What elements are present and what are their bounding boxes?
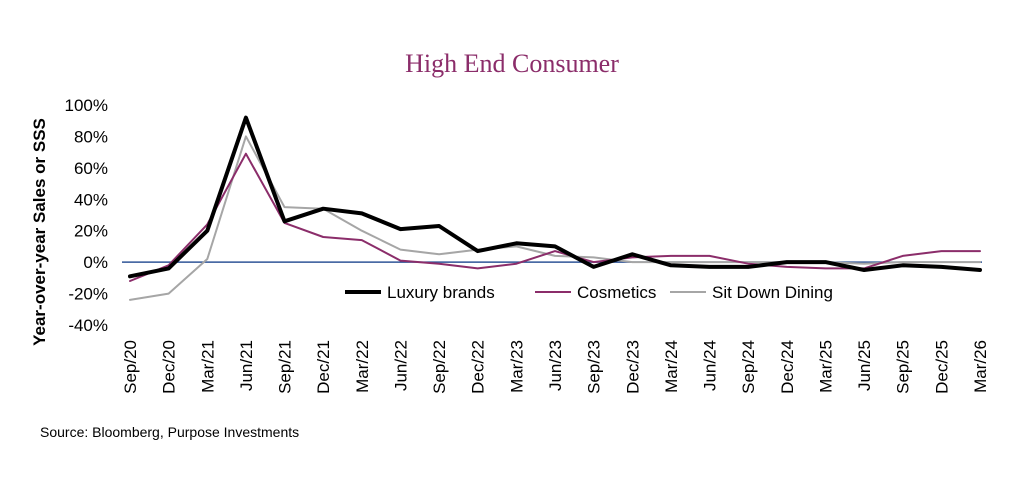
x-tick-label: Mar/21 (198, 340, 217, 393)
x-tick-label: Mar/22 (353, 340, 372, 393)
x-tick-label: Mar/24 (662, 340, 681, 393)
y-tick-label: 60% (74, 159, 108, 178)
legend-label: Luxury brands (387, 283, 495, 302)
y-tick-label: 0% (83, 253, 108, 272)
y-tick-label: 40% (74, 190, 108, 209)
x-tick-label: Dec/20 (160, 340, 179, 394)
x-tick-label: Jun/24 (701, 340, 720, 391)
x-tick-label: Sep/25 (894, 340, 913, 394)
x-tick-label: Sep/23 (585, 340, 604, 394)
y-tick-label: 20% (74, 222, 108, 241)
x-tick-label: Sep/21 (276, 340, 295, 394)
series-line-cosmetics (129, 152, 981, 282)
series-line-luxury-brands (128, 115, 982, 279)
y-tick-label: -20% (68, 285, 108, 304)
x-tick-label: Dec/24 (778, 340, 797, 394)
x-tick-label: Dec/21 (314, 340, 333, 394)
source-note: Source: Bloomberg, Purpose Investments (40, 424, 299, 440)
x-tick-label: Jun/25 (855, 340, 874, 391)
x-tick-label: Sep/24 (739, 340, 758, 394)
y-tick-label: 80% (74, 127, 108, 146)
x-tick-label: Dec/25 (932, 340, 951, 394)
plot-area: 100% 80% 60% 40% 20% 0% -20% -40% Sep/20 Dec/20 Ma… (65, 96, 990, 394)
x-tick-label: Mar/25 (816, 340, 835, 393)
x-tick-label: Mar/23 (507, 340, 526, 393)
legend-label: Cosmetics (577, 283, 656, 302)
x-tick-label: Dec/23 (623, 340, 642, 394)
x-tick-label: Sep/22 (430, 340, 449, 394)
x-tick-label: Jun/22 (391, 340, 410, 391)
series-line-sit-down-dining (129, 135, 981, 301)
x-tick-label: Mar/26 (971, 340, 990, 393)
y-tick-label: 100% (65, 96, 108, 115)
x-tick-label: Jun/23 (546, 340, 565, 391)
legend-label: Sit Down Dining (712, 283, 833, 302)
x-tick-label: Sep/20 (121, 340, 140, 394)
x-tick-label: Dec/22 (469, 340, 488, 394)
y-axis-label: Year-over-year Sales or SSS (30, 118, 49, 346)
y-tick-label: -40% (68, 316, 108, 335)
chart-title: High End Consumer (405, 49, 619, 78)
x-tick-label: Jun/21 (237, 340, 256, 391)
